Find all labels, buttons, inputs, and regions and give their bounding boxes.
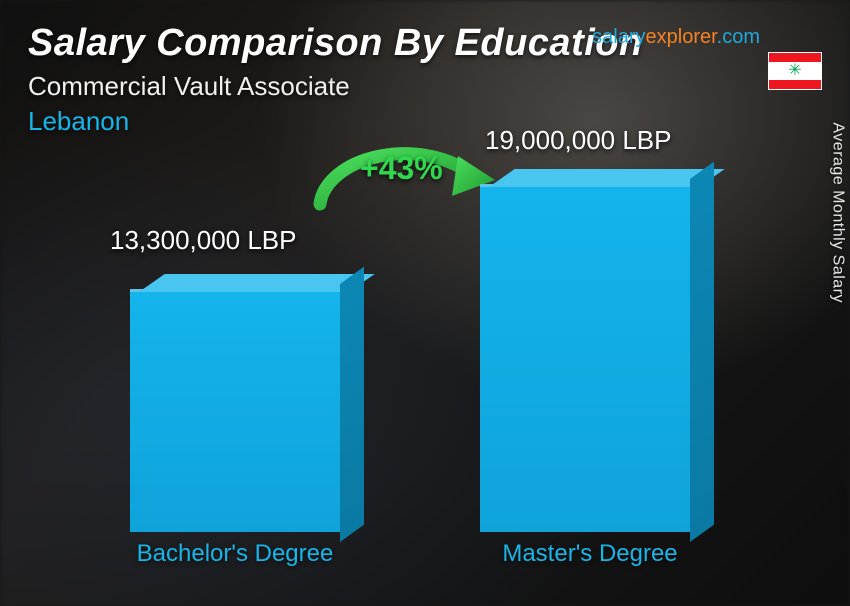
site-brand-a: salary <box>592 26 645 48</box>
bar-bachelors-value: 13,300,000 LBP <box>110 225 297 256</box>
bar-masters <box>480 184 690 532</box>
y-axis-label: Average Monthly Salary <box>829 122 847 303</box>
chart-area: +43% 13,300,000 LBP Bachelor's Degree 19… <box>40 160 790 576</box>
site-brand-b: explorer <box>646 26 717 48</box>
cedar-icon: ✳ <box>788 63 801 79</box>
header: Salary Comparison By Education Commercia… <box>0 0 850 137</box>
percent-increase: +43% <box>360 150 443 187</box>
bar-masters-label: Master's Degree <box>460 540 720 568</box>
flag-lebanon-icon: ✳ <box>768 52 822 90</box>
bar-bachelors <box>130 289 340 532</box>
bar-masters-value: 19,000,000 LBP <box>485 125 672 156</box>
country-label: Lebanon <box>28 106 822 137</box>
job-title: Commercial Vault Associate <box>28 71 822 102</box>
flag-stripe-mid: ✳ <box>769 62 821 80</box>
site-brand: salaryexplorer.com <box>592 26 760 49</box>
infographic-container: Salary Comparison By Education Commercia… <box>0 0 850 606</box>
site-brand-tld: .com <box>717 26 760 48</box>
bar-bachelors-label: Bachelor's Degree <box>105 540 365 568</box>
flag-stripe-bot <box>769 80 821 89</box>
flag-stripe-top <box>769 53 821 62</box>
